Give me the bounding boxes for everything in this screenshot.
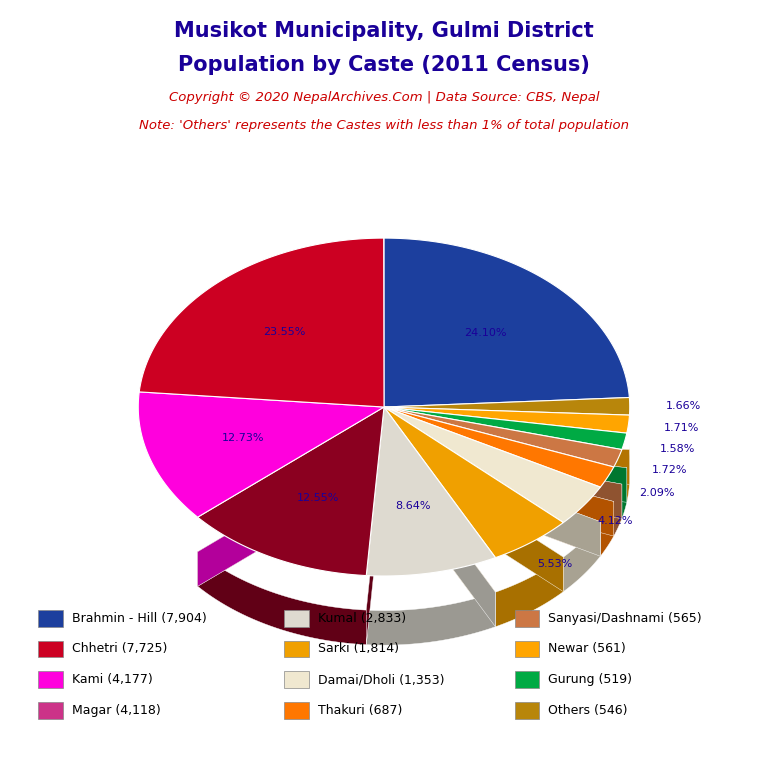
Bar [38, 671, 63, 688]
Bar [515, 641, 539, 657]
Text: Chhetri (7,725): Chhetri (7,725) [72, 643, 167, 655]
Text: Musikot Municipality, Gulmi District: Musikot Municipality, Gulmi District [174, 21, 594, 41]
Text: Kumal (2,833): Kumal (2,833) [318, 612, 406, 624]
Polygon shape [384, 442, 627, 502]
Text: Damai/Dholi (1,353): Damai/Dholi (1,353) [318, 674, 445, 686]
Bar [515, 610, 539, 627]
Text: 12.55%: 12.55% [296, 492, 339, 502]
Polygon shape [197, 442, 384, 586]
Text: Magar (4,118): Magar (4,118) [72, 704, 161, 717]
Text: 24.10%: 24.10% [464, 329, 507, 339]
Polygon shape [138, 392, 384, 517]
Text: 23.55%: 23.55% [263, 327, 306, 337]
Text: Note: 'Others' represents the Castes with less than 1% of total population: Note: 'Others' represents the Castes wit… [139, 119, 629, 131]
Polygon shape [384, 407, 614, 487]
Text: 1.66%: 1.66% [666, 401, 701, 411]
Polygon shape [384, 442, 630, 485]
Text: Sanyasi/Dashnami (565): Sanyasi/Dashnami (565) [548, 612, 702, 624]
Text: 8.64%: 8.64% [396, 502, 431, 511]
Bar [515, 702, 539, 719]
Polygon shape [384, 442, 622, 518]
Polygon shape [384, 407, 601, 522]
Polygon shape [384, 238, 629, 407]
Polygon shape [384, 442, 614, 536]
Text: Copyright © 2020 NepalArchives.Com | Data Source: CBS, Nepal: Copyright © 2020 NepalArchives.Com | Dat… [169, 91, 599, 104]
Polygon shape [197, 551, 366, 644]
Bar [284, 610, 309, 627]
Polygon shape [384, 442, 495, 627]
Text: 1.72%: 1.72% [651, 465, 687, 475]
Bar [284, 671, 309, 688]
Bar [284, 641, 309, 657]
Polygon shape [384, 442, 601, 556]
Polygon shape [495, 557, 564, 627]
Text: Population by Caste (2011 Census): Population by Caste (2011 Census) [178, 55, 590, 75]
Polygon shape [197, 407, 384, 575]
Text: Gurung (519): Gurung (519) [548, 674, 632, 686]
Polygon shape [366, 442, 384, 644]
Polygon shape [384, 442, 495, 627]
Bar [38, 702, 63, 719]
Polygon shape [564, 521, 601, 591]
Polygon shape [601, 502, 614, 556]
Bar [38, 641, 63, 657]
Text: Others (546): Others (546) [548, 704, 628, 717]
Polygon shape [139, 238, 384, 407]
Text: 1.71%: 1.71% [664, 423, 700, 433]
Polygon shape [384, 442, 564, 591]
Polygon shape [627, 450, 630, 502]
Polygon shape [384, 407, 630, 433]
Text: 4.12%: 4.12% [597, 516, 633, 526]
Polygon shape [622, 468, 627, 518]
Polygon shape [366, 407, 495, 576]
Text: Thakuri (687): Thakuri (687) [318, 704, 402, 717]
Bar [38, 610, 63, 627]
Text: Newar (561): Newar (561) [548, 643, 626, 655]
Polygon shape [384, 442, 601, 556]
Polygon shape [384, 442, 564, 591]
Polygon shape [197, 442, 384, 586]
Polygon shape [384, 442, 630, 485]
Polygon shape [384, 407, 627, 449]
Polygon shape [384, 442, 622, 518]
Text: Brahmin - Hill (7,904): Brahmin - Hill (7,904) [72, 612, 207, 624]
Bar [284, 702, 309, 719]
Bar [515, 671, 539, 688]
Text: 1.58%: 1.58% [660, 444, 695, 454]
Polygon shape [366, 442, 384, 644]
Polygon shape [366, 592, 495, 645]
Text: 2.09%: 2.09% [639, 488, 674, 498]
Polygon shape [384, 442, 627, 502]
Text: 5.53%: 5.53% [537, 558, 572, 568]
Polygon shape [384, 442, 614, 536]
Text: Sarki (1,814): Sarki (1,814) [318, 643, 399, 655]
Text: 12.73%: 12.73% [222, 433, 265, 443]
Polygon shape [614, 484, 622, 536]
Polygon shape [384, 407, 622, 467]
Polygon shape [384, 407, 564, 558]
Text: Kami (4,177): Kami (4,177) [72, 674, 153, 686]
Polygon shape [384, 398, 630, 415]
